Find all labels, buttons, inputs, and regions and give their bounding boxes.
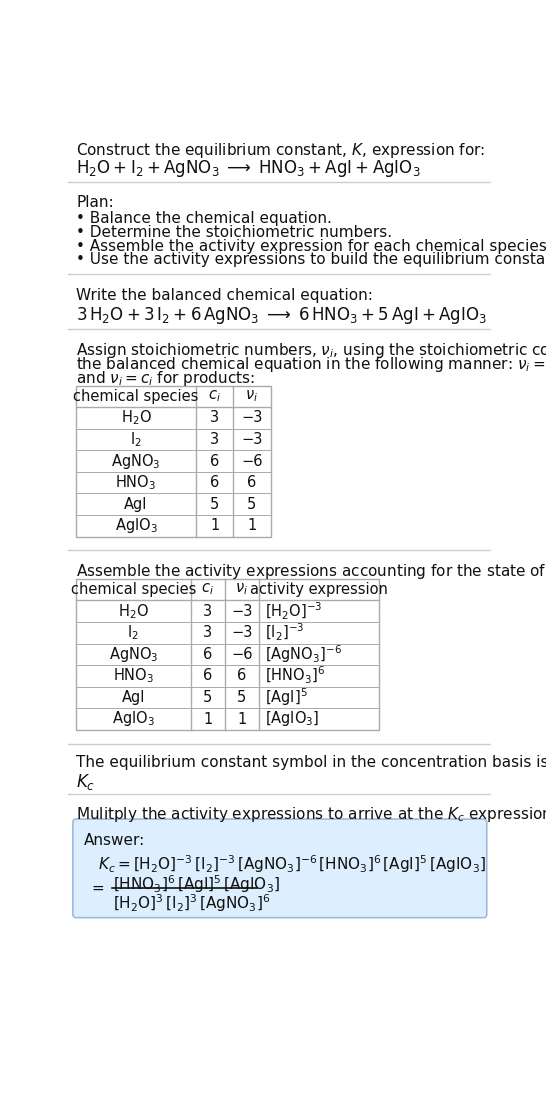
Text: $\mathrm{AgNO_3}$: $\mathrm{AgNO_3}$ xyxy=(111,452,161,471)
Text: • Balance the chemical equation.: • Balance the chemical equation. xyxy=(76,211,332,226)
Text: $\mathrm{AgNO_3}$: $\mathrm{AgNO_3}$ xyxy=(109,644,158,663)
Text: −3: −3 xyxy=(231,603,253,619)
Text: −3: −3 xyxy=(231,626,253,640)
Text: $c_i$: $c_i$ xyxy=(209,388,221,405)
Text: $[\mathrm{AgI}]^5$: $[\mathrm{AgI}]^5$ xyxy=(265,687,308,708)
Text: 6: 6 xyxy=(203,668,212,683)
Text: $K_c$: $K_c$ xyxy=(76,772,95,792)
Text: 5: 5 xyxy=(210,496,219,512)
Text: 3: 3 xyxy=(210,432,219,447)
Text: $c_i$: $c_i$ xyxy=(201,582,214,598)
Text: and $\nu_i = c_i$ for products:: and $\nu_i = c_i$ for products: xyxy=(76,369,255,388)
Text: $\mathrm{AgIO_3}$: $\mathrm{AgIO_3}$ xyxy=(112,709,155,728)
Text: Mulitply the activity expressions to arrive at the $K_c$ expression:: Mulitply the activity expressions to arr… xyxy=(76,805,546,824)
Text: $\mathrm{3\,H_2O + 3\,I_2 + 6\,AgNO_3 \;\longrightarrow\; 6\,HNO_3 + 5\,AgI + Ag: $\mathrm{3\,H_2O + 3\,I_2 + 6\,AgNO_3 \;… xyxy=(76,304,487,326)
Text: 3: 3 xyxy=(203,603,212,619)
FancyBboxPatch shape xyxy=(73,820,486,918)
Text: 1: 1 xyxy=(237,711,246,727)
Text: the balanced chemical equation in the following manner: $\nu_i = -c_i$ for react: the balanced chemical equation in the fo… xyxy=(76,355,546,374)
Text: −6: −6 xyxy=(241,454,263,468)
Text: $\nu_i$: $\nu_i$ xyxy=(246,388,258,405)
Text: $\nu_i$: $\nu_i$ xyxy=(235,582,248,598)
Text: $[\mathrm{AgIO_3}]$: $[\mathrm{AgIO_3}]$ xyxy=(265,709,319,728)
Text: Assemble the activity expressions accounting for the state of matter and $\nu_i$: Assemble the activity expressions accoun… xyxy=(76,562,546,581)
Text: 6: 6 xyxy=(203,647,212,662)
Text: −6: −6 xyxy=(231,647,253,662)
Bar xyxy=(76,386,270,536)
Text: $\mathrm{I_2}$: $\mathrm{I_2}$ xyxy=(127,623,139,642)
Text: • Use the activity expressions to build the equilibrium constant expression.: • Use the activity expressions to build … xyxy=(76,252,546,268)
Text: $[\mathrm{AgNO_3}]^{-6}$: $[\mathrm{AgNO_3}]^{-6}$ xyxy=(265,643,342,666)
Text: $[\mathrm{H_2O}]^3\,[\mathrm{I_2}]^3\,[\mathrm{AgNO_3}]^6$: $[\mathrm{H_2O}]^3\,[\mathrm{I_2}]^3\,[\… xyxy=(113,892,271,914)
Text: 6: 6 xyxy=(210,454,219,468)
Text: $[\mathrm{H_2O}]^{-3}$: $[\mathrm{H_2O}]^{-3}$ xyxy=(265,601,323,622)
Text: $[\mathrm{I_2}]^{-3}$: $[\mathrm{I_2}]^{-3}$ xyxy=(265,622,304,643)
Text: Write the balanced chemical equation:: Write the balanced chemical equation: xyxy=(76,288,373,303)
Text: Assign stoichiometric numbers, $\nu_i$, using the stoichiometric coefficients, $: Assign stoichiometric numbers, $\nu_i$, … xyxy=(76,341,546,360)
Text: $\mathrm{H_2O}$: $\mathrm{H_2O}$ xyxy=(121,408,151,427)
Bar xyxy=(76,579,379,730)
Text: The equilibrium constant symbol in the concentration basis is:: The equilibrium constant symbol in the c… xyxy=(76,755,546,770)
Text: chemical species: chemical species xyxy=(73,389,199,404)
Text: 1: 1 xyxy=(203,711,212,727)
Text: $[\mathrm{HNO_3}]^6\,[\mathrm{AgI}]^5\,[\mathrm{AgIO_3}]$: $[\mathrm{HNO_3}]^6\,[\mathrm{AgI}]^5\,[… xyxy=(113,873,280,894)
Text: $\mathrm{HNO_3}$: $\mathrm{HNO_3}$ xyxy=(112,667,154,686)
Text: 6: 6 xyxy=(210,475,219,491)
Text: −3: −3 xyxy=(241,432,263,447)
Text: 5: 5 xyxy=(203,690,212,705)
Text: $K_c = [\mathrm{H_2O}]^{-3}\,[\mathrm{I_2}]^{-3}\,[\mathrm{AgNO_3}]^{-6}\,[\math: $K_c = [\mathrm{H_2O}]^{-3}\,[\mathrm{I_… xyxy=(98,853,486,874)
Text: 5: 5 xyxy=(237,690,246,705)
Text: activity expression: activity expression xyxy=(250,582,388,598)
Text: −3: −3 xyxy=(241,410,263,426)
Text: Construct the equilibrium constant, $K$, expression for:: Construct the equilibrium constant, $K$,… xyxy=(76,142,485,161)
Text: $[\mathrm{HNO_3}]^6$: $[\mathrm{HNO_3}]^6$ xyxy=(265,666,325,687)
Text: 3: 3 xyxy=(210,410,219,426)
Text: • Assemble the activity expression for each chemical species.: • Assemble the activity expression for e… xyxy=(76,239,546,253)
Text: AgI: AgI xyxy=(124,496,148,512)
Text: 1: 1 xyxy=(247,518,257,533)
Text: 6: 6 xyxy=(247,475,257,491)
Text: $\mathrm{H_2O + I_2 + AgNO_3 \;\longrightarrow\; HNO_3 + AgI + AgIO_3}$: $\mathrm{H_2O + I_2 + AgNO_3 \;\longrigh… xyxy=(76,158,420,180)
Text: 5: 5 xyxy=(247,496,257,512)
Text: Plan:: Plan: xyxy=(76,195,114,211)
Text: 6: 6 xyxy=(237,668,246,683)
Text: $\mathrm{HNO_3}$: $\mathrm{HNO_3}$ xyxy=(115,473,157,492)
Text: $\mathrm{H_2O}$: $\mathrm{H_2O}$ xyxy=(118,602,149,621)
Text: 3: 3 xyxy=(203,626,212,640)
Text: =: = xyxy=(91,881,104,895)
Text: 1: 1 xyxy=(210,518,219,533)
Text: $\mathrm{I_2}$: $\mathrm{I_2}$ xyxy=(130,430,142,449)
Text: • Determine the stoichiometric numbers.: • Determine the stoichiometric numbers. xyxy=(76,224,392,240)
Text: chemical species: chemical species xyxy=(70,582,196,598)
Text: Answer:: Answer: xyxy=(84,833,145,849)
Text: $\mathrm{AgIO_3}$: $\mathrm{AgIO_3}$ xyxy=(115,516,157,535)
Text: AgI: AgI xyxy=(122,690,145,705)
